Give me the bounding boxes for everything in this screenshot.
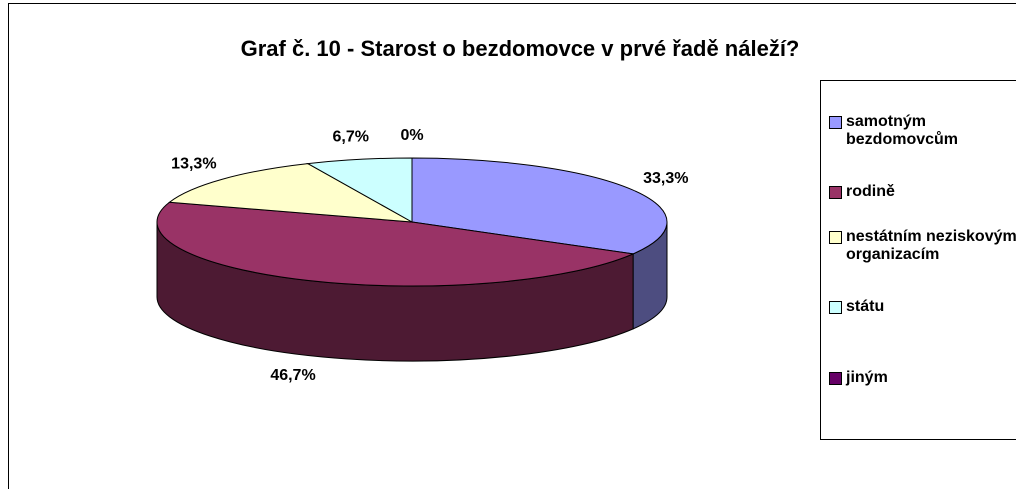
legend-label: nestátním neziskovým organizacím — [846, 228, 1016, 263]
legend-label: samotným bezdomovcům — [846, 113, 959, 148]
slice — [306, 157, 413, 223]
slice — [411, 157, 668, 255]
legend-label: jiným — [846, 369, 888, 386]
legend-swatch — [829, 116, 842, 129]
data-label: 0% — [400, 127, 423, 144]
data-label: 46,7% — [270, 367, 315, 384]
slice — [156, 201, 635, 287]
legend-label: státu — [846, 298, 885, 315]
data-label: 6,7% — [332, 129, 368, 146]
legend-swatch — [829, 372, 842, 385]
slice — [168, 163, 413, 223]
legend-label: rodině — [846, 183, 895, 200]
data-label: 13,3% — [171, 155, 216, 172]
chart-title: Graf č. 10 - Starost o bezdomovce v prvé… — [241, 36, 800, 61]
legend-swatch — [829, 186, 842, 199]
legend: samotným bezdomovcům rodině nestátním nezi… — [820, 80, 1016, 440]
legend-swatch — [829, 231, 842, 244]
data-label: 33,3% — [643, 170, 688, 187]
legend-swatch — [829, 301, 842, 314]
